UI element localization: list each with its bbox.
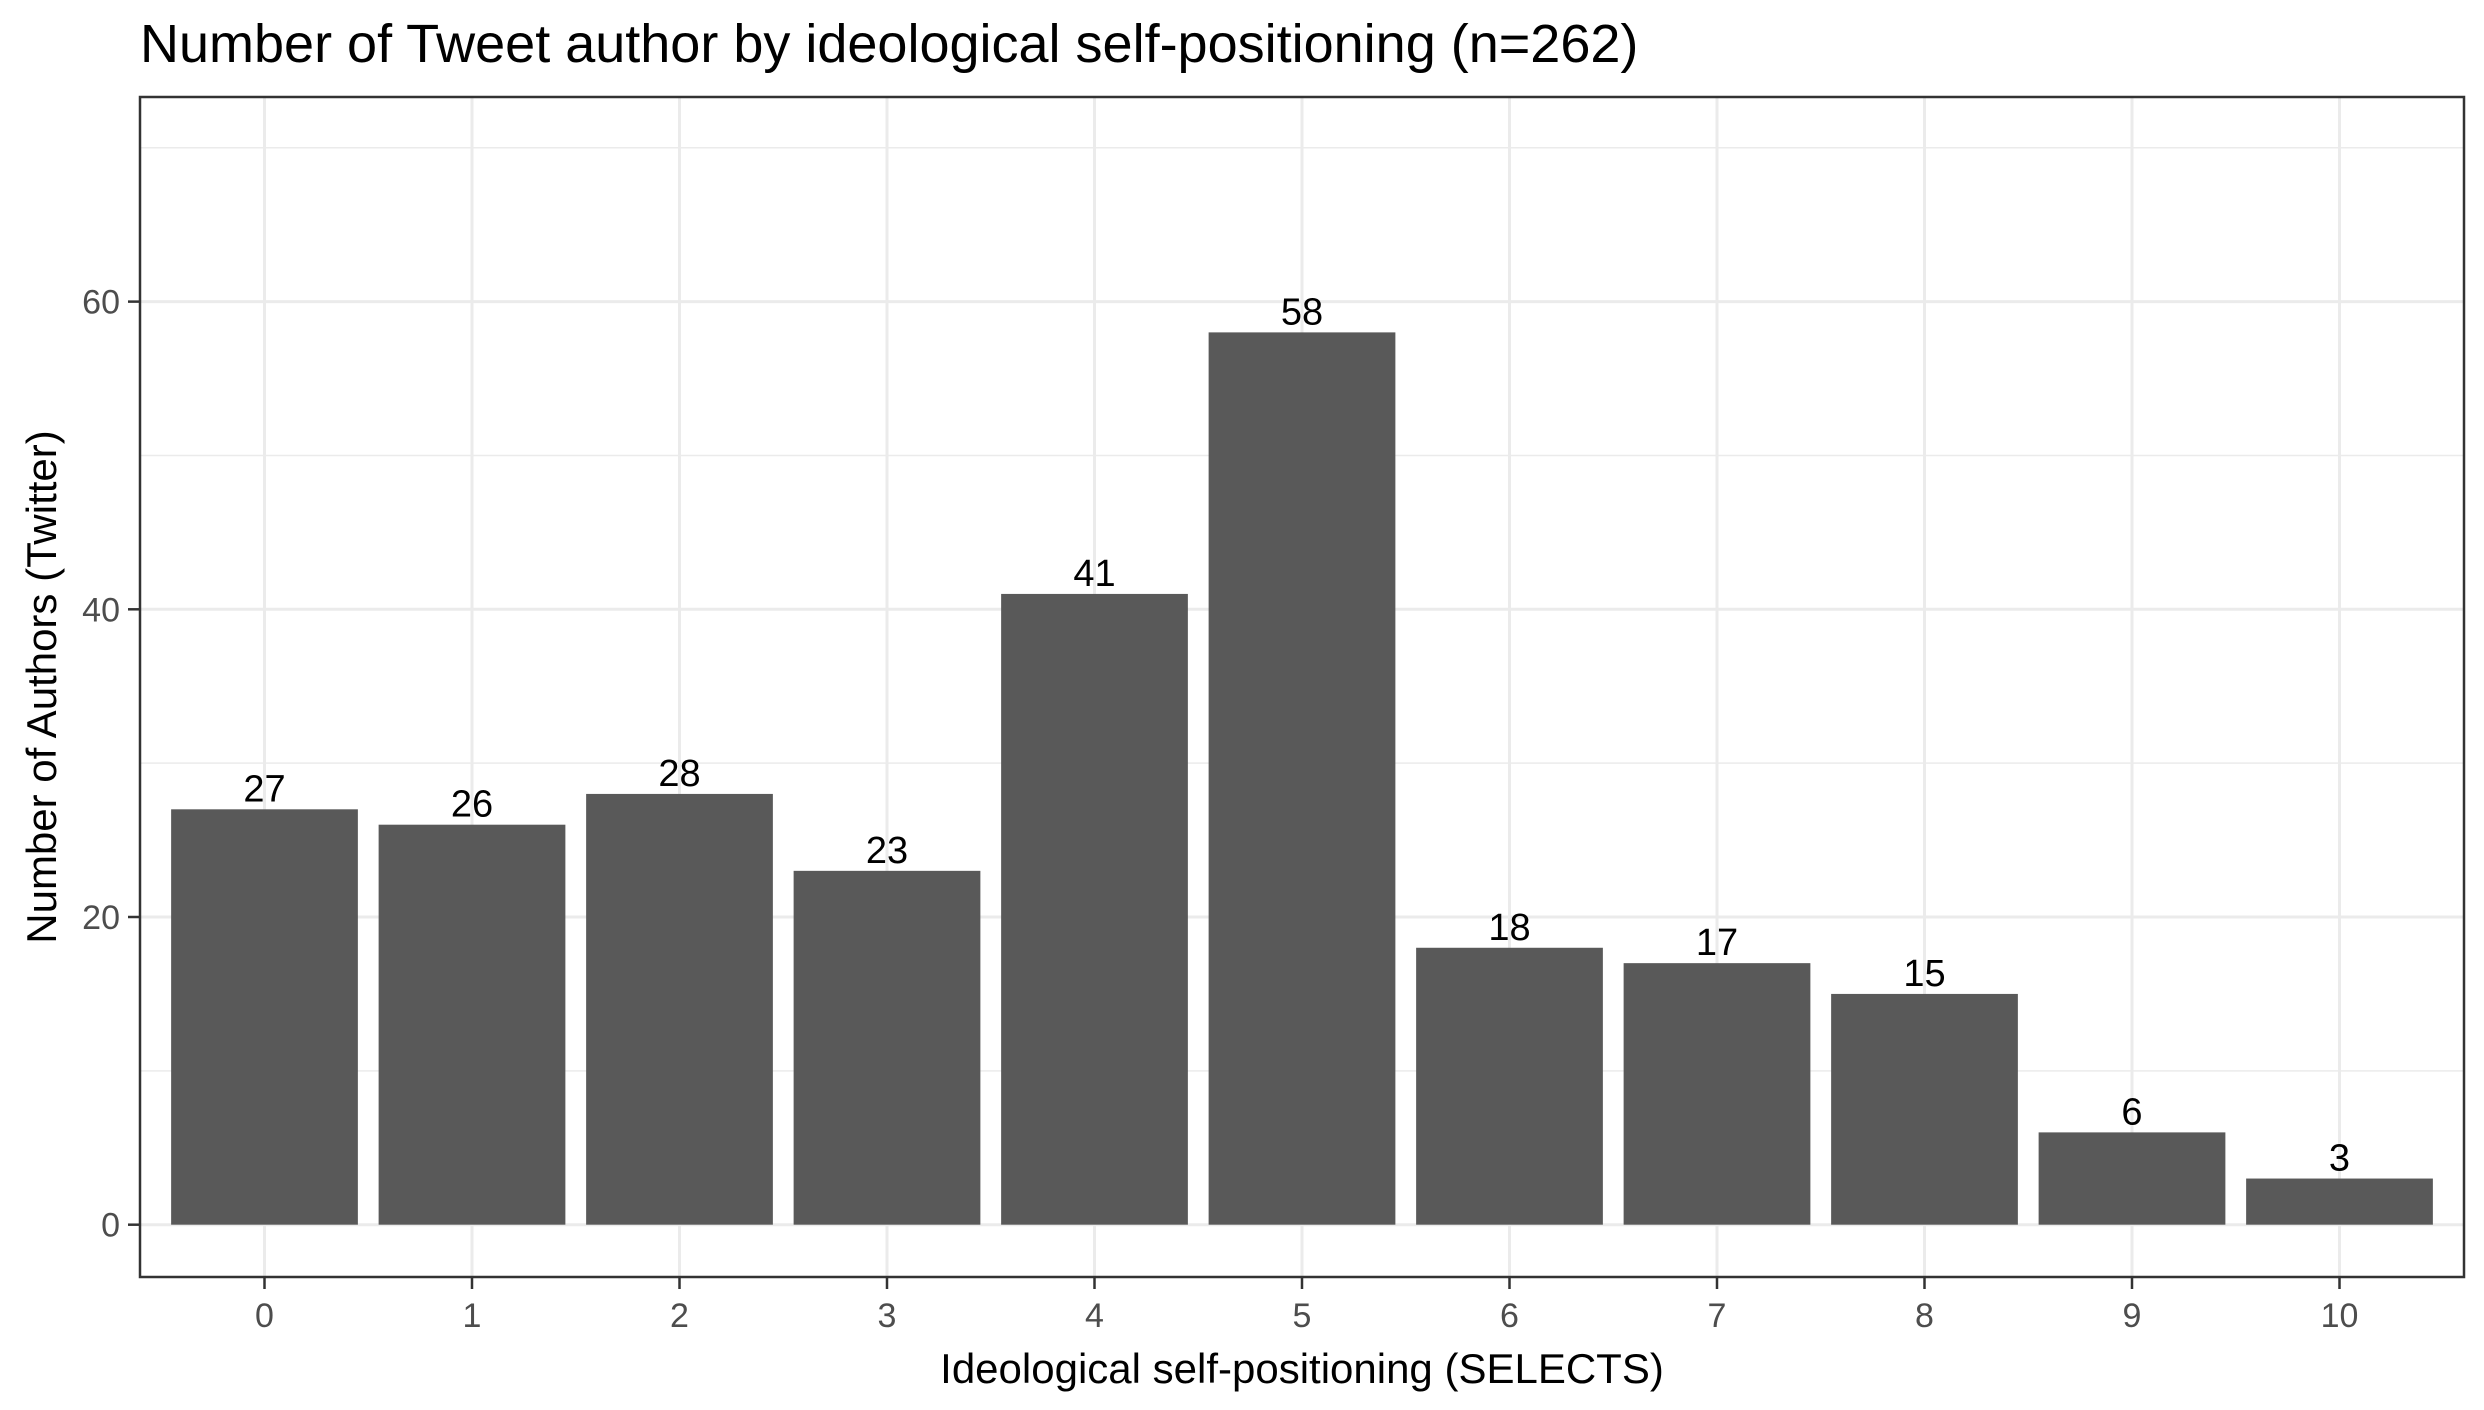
bar (1416, 947, 1603, 1225)
bar-value-label: 26 (451, 784, 493, 826)
bar-value-label: 17 (1696, 922, 1738, 964)
x-tick-label: 10 (2321, 1297, 2359, 1335)
data-labels: 27 26 28 23 41 58 18 17 15 6 3 (243, 291, 2350, 1179)
x-tick-label: 6 (1500, 1297, 1519, 1335)
y-tick-label: 60 (82, 284, 120, 322)
bar-value-label: 6 (2121, 1091, 2142, 1133)
bar (793, 870, 981, 1225)
y-tick-label: 20 (82, 899, 120, 937)
bar-value-label: 18 (1488, 907, 1530, 949)
x-tick-label: 0 (255, 1297, 274, 1335)
bar-value-label: 28 (658, 753, 700, 795)
bar (1208, 332, 1396, 1225)
bar (586, 793, 773, 1225)
x-tick-label: 3 (878, 1297, 897, 1335)
chart-title: Number of Tweet author by ideological se… (140, 14, 1638, 74)
bar (171, 809, 358, 1225)
x-tick-label: 7 (1708, 1297, 1727, 1335)
x-axis-title: Ideological self-positioning (SELECTS) (940, 1345, 1664, 1392)
y-tick-label: 0 (101, 1207, 120, 1245)
bar (378, 824, 566, 1225)
x-tick-label: 5 (1293, 1297, 1312, 1335)
bar-value-label: 58 (1281, 291, 1323, 333)
bar-value-label: 3 (2329, 1138, 2350, 1180)
bar-value-label: 41 (1073, 553, 1115, 595)
bars (171, 332, 2433, 1225)
bar (1831, 993, 2018, 1225)
x-tick-label: 8 (1915, 1297, 1934, 1335)
y-axis-title: Number of Authors (Twitter) (18, 430, 65, 944)
bar-value-label: 27 (243, 768, 285, 810)
bar-value-label: 23 (866, 830, 908, 872)
bar (1001, 593, 1188, 1225)
bar (1623, 963, 1811, 1225)
y-axis-ticks: 0 20 40 60 (82, 284, 140, 1245)
y-tick-label: 40 (82, 591, 120, 629)
bar-value-label: 15 (1903, 953, 1945, 995)
bar (2246, 1178, 2433, 1225)
x-tick-label: 1 (463, 1297, 482, 1335)
bar (2038, 1132, 2226, 1225)
x-tick-label: 2 (670, 1297, 689, 1335)
x-axis-ticks: 0 1 2 3 4 5 6 7 8 9 10 (255, 1277, 2358, 1335)
x-tick-label: 9 (2123, 1297, 2142, 1335)
x-tick-label: 4 (1085, 1297, 1104, 1335)
